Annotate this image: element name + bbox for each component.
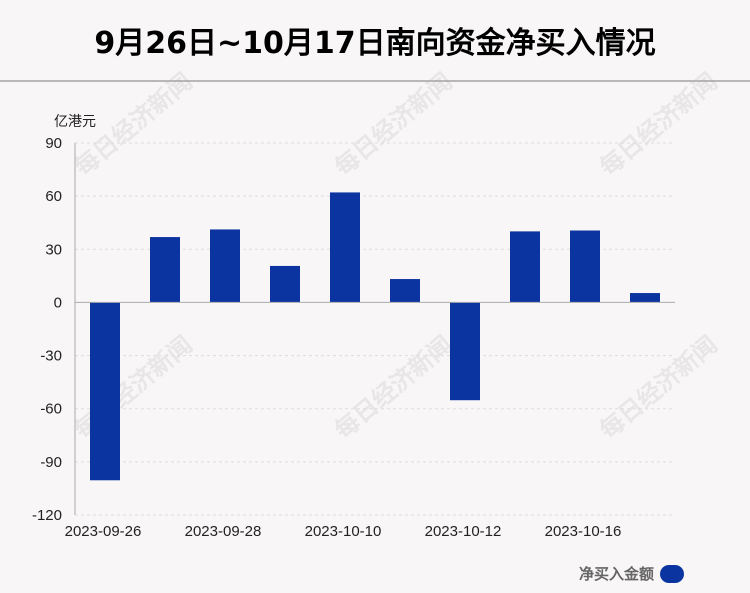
x-tick-label: 2023-10-10 [305, 523, 382, 540]
legend-label: 净买入金额 [578, 565, 654, 583]
bar [630, 293, 660, 303]
bar [510, 231, 540, 303]
legend: 净买入金额 [579, 563, 684, 584]
title-divider [0, 80, 750, 82]
legend-swatch [660, 564, 684, 583]
bar [390, 279, 420, 303]
y-axis-unit-label: 亿港元 [54, 114, 96, 130]
y-tick-label: 90 [45, 135, 62, 152]
y-tick-label: 30 [45, 241, 62, 258]
bar [570, 230, 600, 303]
y-tick-label: 0 [54, 294, 62, 311]
y-tick-label: -60 [40, 401, 62, 418]
x-tick-label: 2023-09-28 [185, 523, 262, 540]
bar [450, 302, 480, 401]
bar [270, 265, 300, 303]
bar [150, 237, 180, 303]
chart-title: 9月26日~10月17日南向资金净买入情况 [94, 26, 656, 61]
x-tick-label: 2023-10-12 [425, 523, 502, 540]
y-tick-label: -120 [32, 507, 62, 524]
x-tick-label: 2023-10-16 [545, 523, 622, 540]
y-tick-label: -90 [40, 454, 62, 471]
bar [210, 229, 240, 303]
bar [330, 192, 360, 303]
bar [90, 302, 120, 481]
y-tick-label: -30 [40, 348, 62, 365]
x-tick-label: 2023-09-26 [65, 523, 142, 540]
y-tick-label: 60 [45, 188, 62, 205]
